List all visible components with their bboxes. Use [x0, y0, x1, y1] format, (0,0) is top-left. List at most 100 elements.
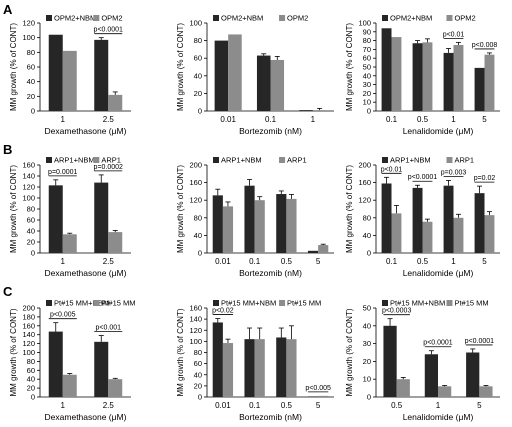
bar: [254, 339, 265, 397]
x-tick-label: 1: [311, 115, 316, 124]
legend-swatch: [93, 300, 100, 306]
y-tick-label: 160: [189, 304, 202, 313]
y-tick-label: 120: [22, 339, 35, 348]
bar: [422, 42, 433, 111]
y-tick-label: 40: [194, 71, 202, 80]
x-tick-label: 0.5: [417, 257, 429, 266]
y-tick-label: 40: [27, 77, 35, 86]
x-tick-label: 2.5: [103, 257, 115, 266]
bar: [438, 386, 452, 397]
x-tick-label: 2.5: [103, 115, 115, 124]
x-tick-label: 0.1: [249, 257, 261, 266]
bar: [212, 195, 223, 253]
y-tick-label: 90: [363, 27, 371, 36]
legend-label: OPM2+NBM: [221, 14, 263, 23]
y-tick-label: 60: [27, 366, 35, 375]
legend-label: OPM2: [101, 14, 122, 23]
legend-swatch: [93, 157, 100, 163]
y-tick-label: 40: [363, 71, 371, 80]
x-tick-label: 0.1: [249, 401, 261, 410]
bar: [276, 337, 287, 397]
y-axis-label: MM growth (% of CONT): [9, 23, 18, 111]
bar: [256, 55, 271, 111]
chart-panel-b-3: 0 40 80 120 160 200 0.1 0.5 1 5 p<0.01 p<0.0001 p=0.…: [345, 156, 500, 278]
y-tick-label: 120: [22, 183, 35, 192]
p-value-label: p<0.008: [472, 42, 498, 49]
y-tick-label: 100: [22, 348, 35, 357]
x-axis-label: Bortezomib (nM): [239, 268, 302, 278]
y-tick-label: 20: [27, 384, 35, 393]
x-tick-label: 0.1: [386, 257, 398, 266]
y-tick-label: 0: [31, 107, 35, 116]
y-tick-label: 120: [358, 196, 371, 205]
y-tick-label: 20: [363, 357, 371, 366]
legend-label: Pt#15 MM: [101, 299, 135, 308]
bar: [412, 43, 423, 111]
x-tick-label: 5: [482, 115, 487, 124]
y-tick-label: 180: [22, 312, 35, 321]
y-tick-label: 160: [22, 321, 35, 330]
y-tick-label: 60: [27, 216, 35, 225]
y-tick-label: 40: [194, 370, 202, 379]
x-tick-label: 5: [316, 257, 321, 266]
y-tick-label: 30: [363, 80, 371, 89]
y-tick-label: 0: [31, 249, 35, 258]
y-tick-label: 0: [198, 107, 202, 116]
x-axis-label: Lenalidomide (μM): [403, 126, 474, 136]
chart-panel-a-1: 0 20 40 60 80 100 120 1 2.5 p<0.0001 OPM2+NBM OPM2 D…: [9, 14, 131, 136]
legend-swatch: [382, 157, 388, 163]
x-tick-label: 1: [451, 115, 456, 124]
legend-label: ARP1: [101, 156, 121, 165]
row-label-b: B: [3, 142, 12, 157]
p-value-label: p<0.0001: [408, 174, 437, 181]
bar: [474, 67, 485, 111]
p-value-label: p<0.0001: [465, 338, 494, 345]
bar: [286, 339, 297, 397]
y-tick-label: 30: [363, 339, 371, 348]
bar: [228, 34, 242, 111]
bar: [62, 234, 77, 253]
bar: [424, 354, 438, 397]
y-tick-label: 120: [189, 196, 202, 205]
x-axis-label: Dexamethasone (μM): [45, 412, 127, 422]
p-value-label: p<0.005: [305, 385, 331, 392]
y-tick-label: 100: [358, 19, 371, 28]
bar: [94, 39, 109, 111]
y-tick-label: 80: [363, 36, 371, 45]
bar: [412, 187, 423, 253]
bar: [396, 379, 410, 397]
y-axis-label: MM growth (% of CONT): [345, 308, 354, 396]
bar: [391, 213, 402, 253]
y-tick-label: 0: [367, 107, 371, 116]
bar: [108, 232, 123, 253]
legend-swatch: [382, 15, 388, 21]
legend-label: OPM2+NBM: [54, 14, 96, 23]
y-tick-label: 100: [22, 33, 35, 42]
legend-swatch: [46, 157, 52, 163]
p-value-label: p<0.0001: [423, 340, 452, 347]
legend-swatch: [279, 300, 286, 306]
y-tick-label: 20: [194, 381, 202, 390]
bar: [391, 37, 402, 111]
bar: [484, 54, 495, 111]
x-axis-label: Lenalidomide (μM): [403, 412, 474, 422]
legend-label: Pt#15 MM+NBM: [54, 299, 109, 308]
y-tick-label: 20: [27, 238, 35, 247]
chart-panel-a-2: 0 20 40 60 80 100 0.01 0.1 1 OPM2+NBM OPM2 Bortezom…: [176, 14, 334, 136]
legend-swatch: [213, 15, 219, 21]
legend-label: ARP1: [454, 156, 474, 165]
bar: [299, 110, 313, 111]
chart-panel-b-2: 0 40 80 120 160 200 0.01 0.1 0.5 5 ARP1+NBM ARP1 Bor…: [176, 156, 334, 278]
x-tick-label: 5: [316, 401, 321, 410]
x-tick-label: 0.1: [386, 115, 398, 124]
x-tick-label: 0.01: [215, 257, 231, 266]
p-value-label: p<0.005: [50, 312, 76, 319]
p-value-label: p=0.02: [474, 175, 496, 182]
x-tick-label: 5: [477, 401, 482, 410]
y-tick-label: 140: [22, 330, 35, 339]
bar: [474, 193, 485, 253]
p-value-label: p<0.0001: [94, 27, 123, 34]
